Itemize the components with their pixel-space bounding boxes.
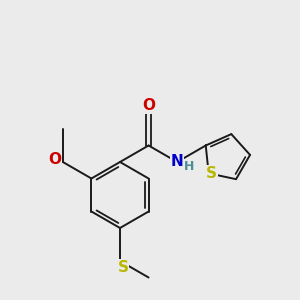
Text: S: S [206, 166, 217, 181]
Text: N: N [171, 154, 184, 169]
Text: O: O [48, 152, 61, 167]
Text: S: S [118, 260, 128, 274]
Text: H: H [184, 160, 194, 172]
Text: O: O [142, 98, 155, 113]
